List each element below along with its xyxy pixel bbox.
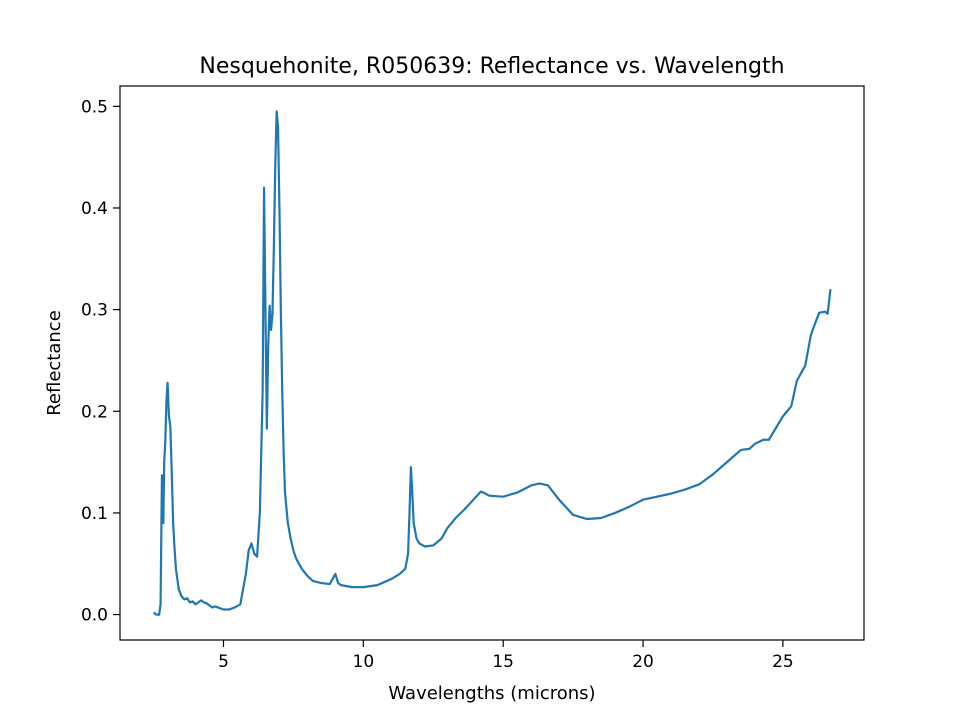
y-tick-label: 0.4 [81, 199, 108, 219]
series-line [152, 110, 832, 616]
plot-frame [119, 85, 865, 641]
y-tick-label: 0.5 [81, 97, 108, 117]
x-axis-label: Wavelengths (microns) [388, 683, 595, 704]
y-tick-label: 0.0 [81, 606, 108, 626]
x-axis: 5 10 15 20 25 [218, 640, 794, 672]
x-tick-label: 25 [772, 652, 794, 672]
y-tick-label: 0.2 [81, 402, 108, 422]
x-tick-label: 15 [492, 652, 514, 672]
y-axis: 0.0 0.1 0.2 0.3 0.4 0.5 [81, 97, 120, 626]
y-tick-label: 0.1 [81, 504, 108, 524]
chart-title: Nesquehonite, R050639: Reflectance vs. W… [199, 54, 784, 79]
x-tick-label: 5 [218, 652, 229, 672]
y-tick-label: 0.3 [81, 301, 108, 321]
x-tick-label: 10 [353, 652, 375, 672]
x-tick-label: 20 [632, 652, 654, 672]
y-axis-label: Reflectance [44, 310, 65, 416]
